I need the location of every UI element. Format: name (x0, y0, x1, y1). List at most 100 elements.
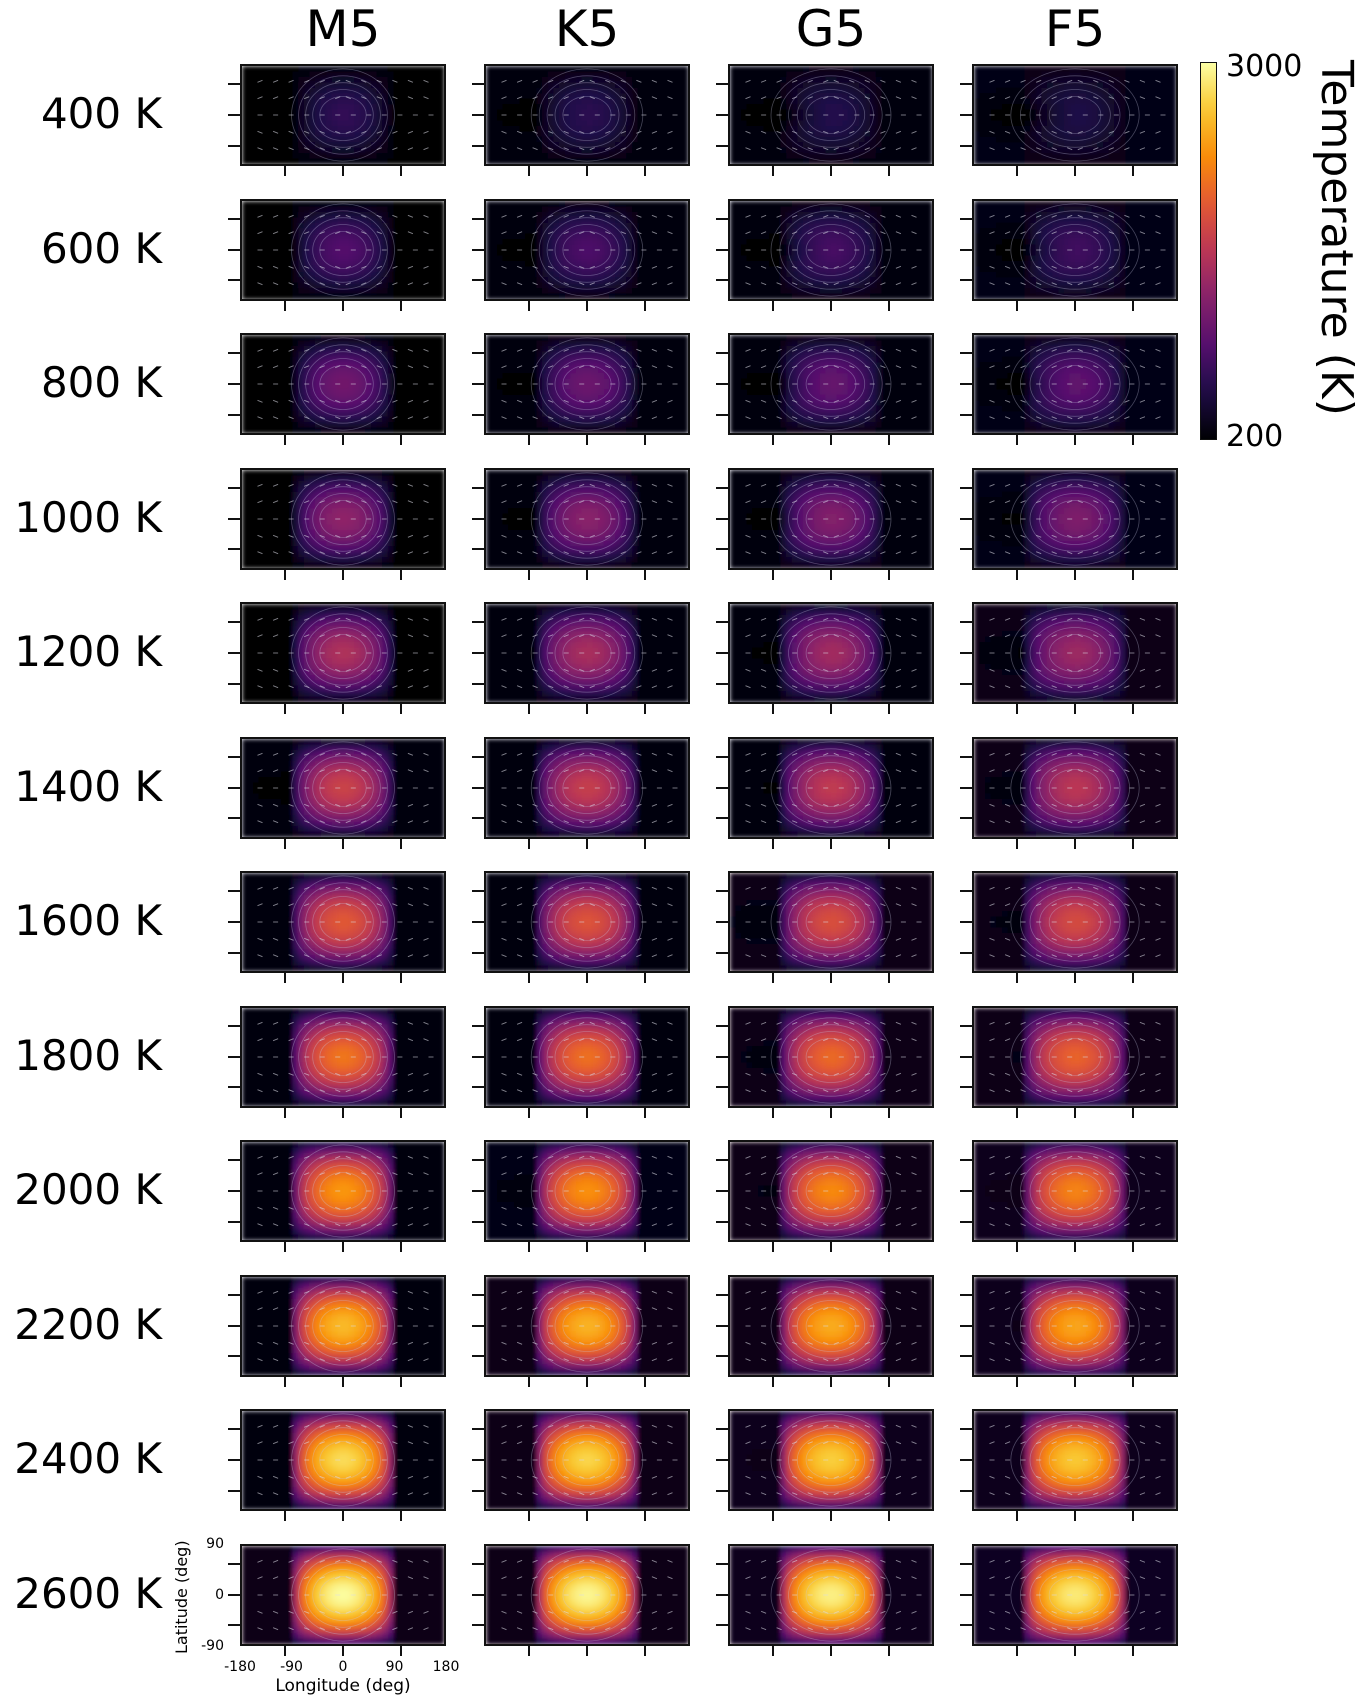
colorbar-max-label: 3000 (1226, 52, 1302, 82)
y-tick-mark (716, 144, 728, 147)
column-title-m5: M5 (243, 4, 443, 54)
y-tick-mark (716, 413, 728, 416)
heatmap-panel-k5-1800 (484, 1005, 690, 1108)
y-tick-mark (960, 144, 972, 147)
y-tick-label: 90 (200, 1537, 224, 1551)
y-tick-mark (960, 1428, 972, 1431)
x-tick-mark (342, 166, 344, 176)
y-tick-mark (716, 1086, 728, 1089)
y-tick-mark (960, 1086, 972, 1089)
y-tick-mark (716, 1024, 728, 1027)
x-tick-mark (284, 1242, 287, 1252)
heatmap-panel-g5-2200 (728, 1274, 934, 1377)
y-tick-mark (228, 1428, 240, 1431)
x-tick-mark (1074, 300, 1076, 311)
y-tick-mark (228, 217, 240, 220)
y-tick-mark (960, 1489, 972, 1492)
x-tick-mark (342, 704, 344, 714)
x-tick-mark (528, 1242, 531, 1252)
y-tick-mark (228, 682, 240, 685)
y-tick-mark (960, 1159, 972, 1162)
y-tick-mark (472, 1489, 484, 1492)
heatmap-panel-f5-1600 (972, 871, 1178, 973)
x-tick-mark (1131, 1511, 1134, 1521)
x-tick-mark (284, 1376, 287, 1387)
x-tick-mark (342, 1511, 344, 1521)
temperature-map (974, 1142, 1176, 1240)
y-tick-mark (472, 621, 484, 624)
x-tick-label: 0 (323, 1660, 363, 1674)
y-tick-mark (716, 1324, 728, 1327)
x-tick-mark (887, 973, 890, 983)
temperature-map (730, 738, 932, 837)
x-tick-mark (528, 838, 531, 849)
y-tick-mark (716, 1562, 728, 1565)
x-tick-mark (643, 704, 646, 714)
y-tick-mark (472, 1324, 484, 1327)
y-tick-mark (472, 517, 484, 520)
x-tick-mark (284, 569, 287, 580)
temperature-map (974, 66, 1176, 164)
heatmap-panel-m5-1000 (240, 467, 446, 570)
column-title-k5: K5 (487, 4, 687, 54)
x-tick-label: 180 (426, 1660, 466, 1674)
row-title-400: 400 K (0, 93, 162, 135)
x-tick-mark (284, 1645, 287, 1656)
temperature-map (486, 738, 688, 837)
x-tick-mark (284, 166, 287, 176)
heatmap-panel-f5-2600 (972, 1543, 1178, 1646)
y-tick-mark (960, 1324, 972, 1327)
y-tick-mark (716, 1159, 728, 1162)
y-tick-mark (716, 621, 728, 624)
x-tick-mark (528, 166, 531, 176)
heatmap-panel-g5-600 (728, 198, 934, 301)
y-tick-mark (228, 755, 240, 758)
y-tick-mark (472, 1428, 484, 1431)
temperature-map (486, 1142, 688, 1240)
y-tick-mark (472, 144, 484, 147)
y-tick-mark (228, 1159, 240, 1162)
x-tick-mark (399, 1242, 402, 1252)
x-tick-mark (1016, 704, 1019, 714)
y-tick-mark (716, 548, 728, 551)
y-tick-mark (472, 755, 484, 758)
colorbar (1200, 62, 1217, 440)
x-tick-mark (399, 1376, 402, 1387)
y-tick-mark (472, 413, 484, 416)
x-tick-mark (643, 1645, 646, 1656)
x-tick-mark (284, 1107, 287, 1118)
y-tick-mark (716, 1459, 728, 1461)
heatmap-panel-f5-600 (972, 198, 1178, 301)
heatmap-panel-k5-2000 (484, 1140, 690, 1242)
heatmap-panel-m5-2400 (240, 1409, 446, 1511)
x-tick-mark (1074, 1107, 1076, 1118)
x-tick-mark (643, 973, 646, 983)
x-tick-mark (1074, 838, 1076, 849)
x-tick-mark (586, 973, 588, 983)
x-tick-mark (1131, 1107, 1134, 1118)
x-tick-mark (284, 1511, 287, 1521)
heatmap-panel-m5-400 (240, 64, 446, 166)
x-tick-mark (1074, 569, 1076, 580)
y-tick-mark (228, 890, 240, 893)
temperature-map (730, 200, 932, 299)
y-tick-mark (228, 1293, 240, 1296)
y-tick-mark (960, 1024, 972, 1027)
x-tick-mark (643, 569, 646, 580)
x-tick-mark (399, 973, 402, 983)
row-title-1200: 1200 K (0, 631, 162, 673)
x-tick-mark (586, 1107, 588, 1118)
y-tick-mark (716, 652, 728, 654)
x-tick-mark (342, 569, 344, 580)
y-tick-mark (228, 1190, 240, 1192)
y-tick-mark (472, 248, 484, 251)
y-tick-mark (716, 755, 728, 758)
temperature-map (974, 738, 1176, 837)
x-tick-mark (1131, 435, 1134, 445)
y-tick-mark (716, 817, 728, 820)
y-tick-mark (228, 279, 240, 282)
x-tick-mark (1016, 300, 1019, 311)
x-tick-mark (643, 1376, 646, 1387)
x-tick-mark (1074, 704, 1076, 714)
temperature-map (486, 335, 688, 433)
